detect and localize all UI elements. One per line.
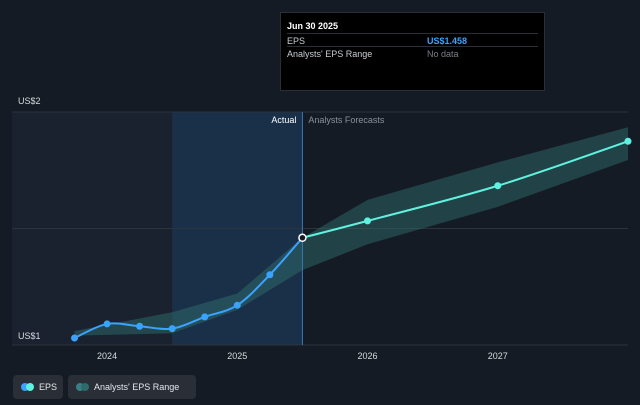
- tooltip-date: Jun 30 2025: [287, 21, 339, 31]
- legend-eps-button[interactable]: EPS: [13, 375, 63, 399]
- eps-actual-point: [136, 322, 144, 330]
- eps-legend-icon: [21, 383, 35, 391]
- tooltip-row-range: Analysts' EPS Range No data: [287, 46, 538, 61]
- tooltip: Jun 30 2025 EPS US$1.458 Analysts' EPS R…: [280, 12, 545, 91]
- legend-eps-label: EPS: [39, 382, 58, 392]
- tooltip-eps-label: EPS: [287, 36, 306, 46]
- x-tick-label: 2027: [488, 351, 508, 361]
- eps-forecast-point: [494, 182, 502, 190]
- eps-actual-point: [71, 334, 79, 342]
- eps-actual-point: [298, 233, 307, 242]
- y-axis: US$2 US$1: [18, 96, 41, 341]
- analysts-eps-range-band: [74, 127, 629, 336]
- eps-actual-point: [168, 325, 176, 333]
- x-tick-label: 2024: [97, 351, 117, 361]
- eps-actual-point: [233, 301, 241, 309]
- tooltip-eps-value: US$1.458: [427, 36, 468, 46]
- x-axis: 2024 2025 2026 2027: [97, 351, 508, 361]
- y-tick-label: US$1: [18, 331, 41, 341]
- series-points: [71, 137, 632, 342]
- analysts-forecasts-label: Analysts Forecasts: [308, 115, 385, 125]
- eps-forecast-line: [302, 140, 629, 239]
- eps-forecast-point: [624, 137, 632, 145]
- eps-forecast-point: [364, 217, 372, 225]
- x-tick-label: 2026: [358, 351, 378, 361]
- eps-actual-point: [266, 271, 274, 279]
- tooltip-range-label: Analysts' EPS Range: [287, 49, 373, 59]
- actual-label: Actual: [271, 115, 296, 125]
- tooltip-row-eps: EPS US$1.458: [287, 33, 538, 48]
- range-legend-icon: [76, 383, 90, 391]
- x-tick-label: 2025: [227, 351, 247, 361]
- eps-actual-point: [201, 313, 209, 321]
- tooltip-range-value: No data: [427, 49, 459, 59]
- legend-range-label: Analysts' EPS Range: [94, 382, 180, 392]
- y-tick-label: US$2: [18, 96, 41, 106]
- eps-actual-point: [103, 320, 111, 328]
- legend-range-button[interactable]: Analysts' EPS Range: [68, 375, 196, 399]
